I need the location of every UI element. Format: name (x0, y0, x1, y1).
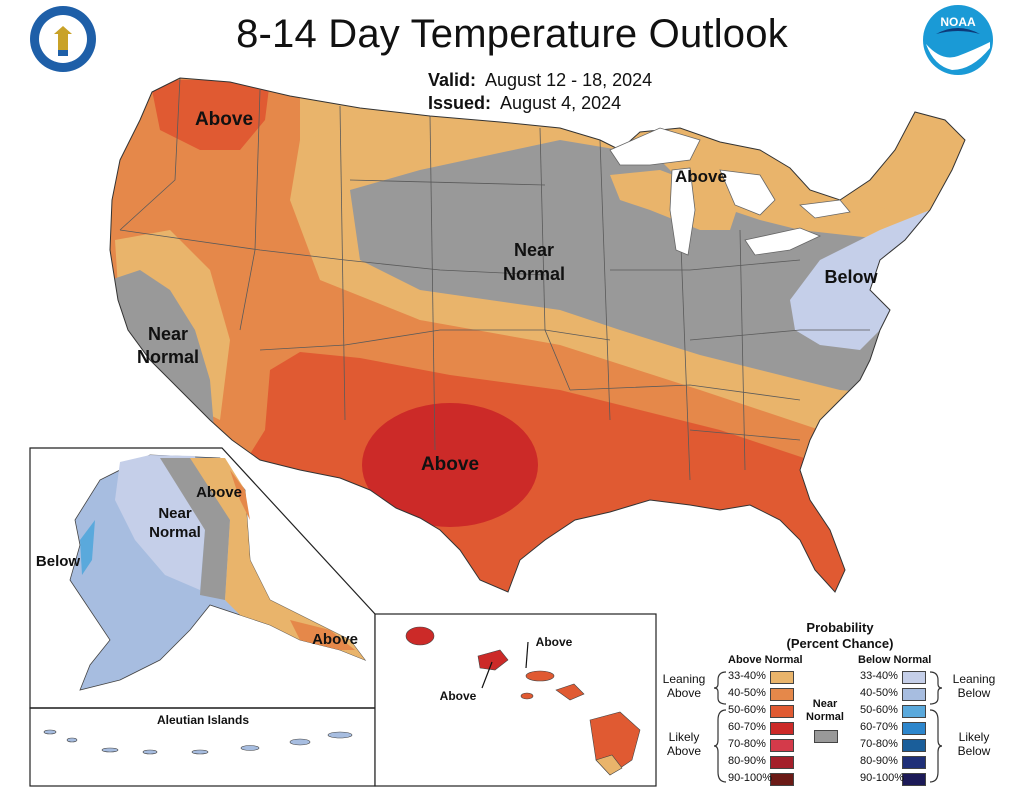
commerce-seal-icon (30, 6, 96, 72)
legend-leaning-above: Leaning Above (656, 672, 712, 700)
legend-below-swatch (902, 671, 926, 684)
legend-title-line1: Probability (806, 620, 874, 635)
legend-title-line2: (Percent Chance) (786, 636, 894, 651)
leaning-above-line2: Above (666, 686, 702, 700)
legend-below-swatch (902, 688, 926, 701)
legend-below-range: 40-50% (860, 687, 898, 699)
label-aleutian-islands: Aleutian Islands (157, 713, 249, 727)
valid-value: August 12 - 18, 2024 (485, 70, 653, 90)
legend-above-swatch (770, 739, 794, 752)
label-ca-normal: Normal (137, 347, 199, 367)
legend-below-range: 80-90% (860, 755, 898, 767)
legend-below-swatch (902, 705, 926, 718)
label-central-normal: Normal (503, 264, 565, 284)
legend-below-swatch (902, 739, 926, 752)
legend-below-range: 90-100% (860, 772, 905, 784)
leaning-below-line1: Leaning (952, 672, 996, 686)
legend-likely-below: Likely Below (944, 730, 1004, 758)
legend-below-swatch (902, 756, 926, 769)
legend-below-swatch (902, 722, 926, 735)
legend-likely-above: Likely Above (656, 730, 712, 758)
near-label-line2: Normal (806, 711, 844, 723)
legend-above-braces (713, 671, 727, 783)
legend-leaning-below: Leaning Below (944, 672, 1004, 700)
legend-title: Probability (Percent Chance) (740, 620, 940, 652)
label-ak-normal: Normal (149, 524, 201, 541)
near-label-line1: Near (812, 698, 838, 710)
label-central-near: Near (514, 240, 554, 260)
label-ca-near: Near (148, 324, 188, 344)
label-tx-above: Above (421, 454, 479, 475)
label-hawaii-above-2: Above (536, 635, 573, 649)
label-ak-below: Below (36, 553, 81, 570)
legend-above-swatch (770, 722, 794, 735)
issued-date: Issued: August 4, 2024 (428, 93, 621, 114)
legend-above-range: 90-100% (728, 772, 773, 784)
legend-above-range: 50-60% (728, 704, 766, 716)
legend-below-range: 50-60% (860, 704, 898, 716)
legend-above-range: 80-90% (728, 755, 766, 767)
legend-above-swatch (770, 671, 794, 684)
legend-below-range: 33-40% (860, 670, 898, 682)
legend-above-range: 60-70% (728, 721, 766, 733)
legend-below-head: Below Normal (858, 654, 932, 666)
likely-below-line1: Likely (958, 730, 990, 744)
noaa-logo-text: NOAA (940, 15, 976, 29)
issued-label: Issued: (428, 93, 492, 113)
label-ak-above-southeast: Above (312, 631, 358, 648)
legend-near-normal-label: Near Normal (800, 698, 850, 724)
map-title: 8-14 Day Temperature Outlook (236, 12, 788, 56)
leaning-above-line1: Leaning (662, 672, 706, 686)
legend-above-swatch (770, 756, 794, 769)
legend-above-range: 33-40% (728, 670, 766, 682)
legend-above-swatch (770, 688, 794, 701)
likely-below-line2: Below (957, 744, 991, 758)
label-nw-above: Above (195, 109, 253, 130)
issued-value: August 4, 2024 (500, 93, 622, 113)
legend-above-swatch (770, 705, 794, 718)
label-hawaii-above-1: Above (440, 689, 477, 703)
legend-above-range: 70-80% (728, 738, 766, 750)
likely-above-line2: Above (666, 744, 702, 758)
likely-above-line1: Likely (668, 730, 700, 744)
leaning-below-line2: Below (957, 686, 991, 700)
label-ne-below: Below (824, 267, 878, 287)
valid-label: Valid: (428, 70, 477, 90)
legend-above-head: Above Normal (728, 654, 803, 666)
legend-above-swatch (770, 773, 794, 786)
legend-below-range: 70-80% (860, 738, 898, 750)
legend-near-normal-swatch (814, 730, 838, 743)
legend-below-range: 60-70% (860, 721, 898, 733)
noaa-logo-icon: NOAA (923, 5, 993, 75)
valid-dates: Valid: August 12 - 18, 2024 (428, 70, 652, 91)
legend-below-braces (929, 671, 943, 783)
label-great-lakes-above: Above (675, 167, 727, 186)
legend-above-range: 40-50% (728, 687, 766, 699)
label-ak-near: Near (158, 505, 192, 522)
legend-below-swatch (902, 773, 926, 786)
label-ak-above-north: Above (196, 484, 242, 501)
